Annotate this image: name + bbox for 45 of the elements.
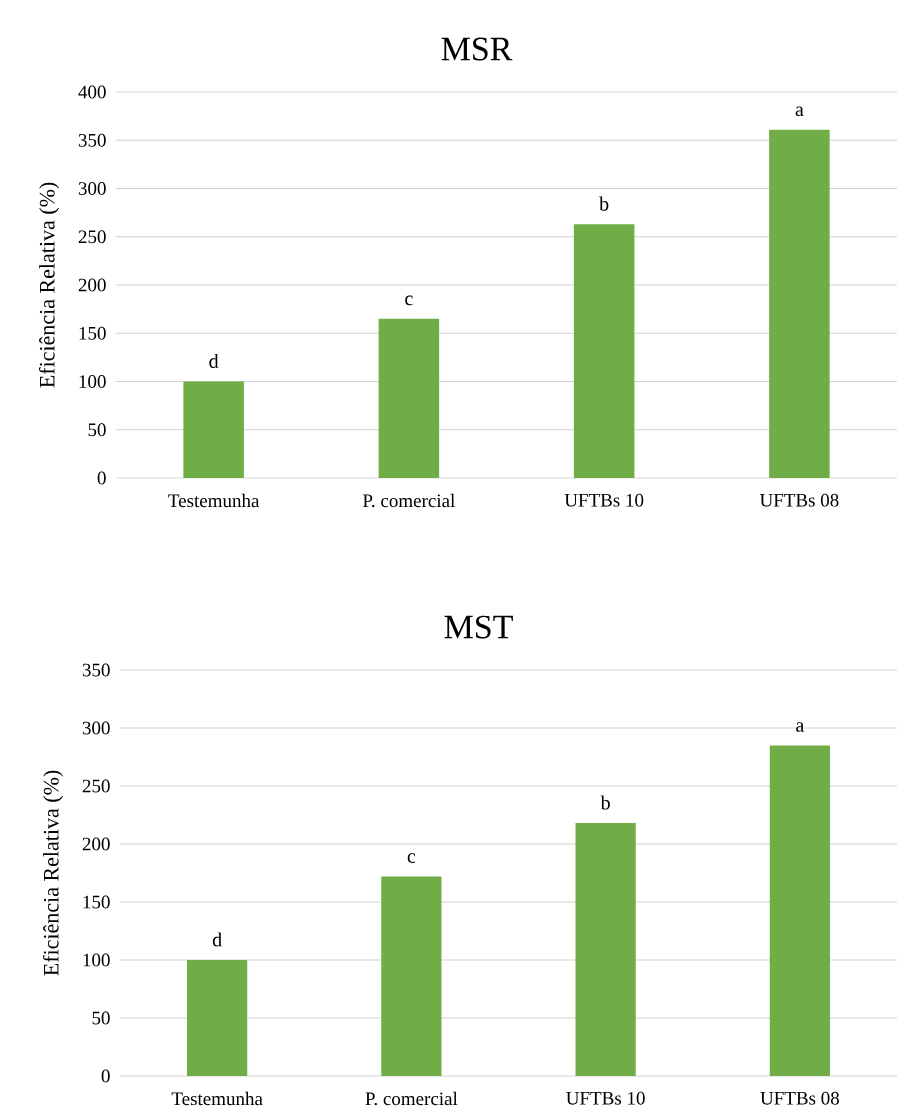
y-tick-label: 300 xyxy=(78,182,106,195)
bar xyxy=(187,960,248,1076)
annotation: b xyxy=(599,196,609,211)
x-tick-label: UFTBs 10 xyxy=(566,1091,645,1105)
chart-title: MSR xyxy=(441,37,513,61)
bar xyxy=(769,129,830,478)
y-axis-title: Eficiência Relativa (%) xyxy=(38,182,60,388)
y-tick-label: 100 xyxy=(79,375,106,388)
y-tick-label: 150 xyxy=(83,895,110,909)
chart-title: MST xyxy=(444,615,513,639)
y-tick-label: 100 xyxy=(83,953,110,967)
y-tick-label: 400 xyxy=(78,85,106,99)
y-tick-label: 150 xyxy=(79,326,106,340)
annotation: a xyxy=(796,722,805,732)
y-tick-label: 200 xyxy=(78,278,106,292)
annotation: c xyxy=(407,853,416,863)
bar xyxy=(381,876,442,1076)
y-tick-label: 300 xyxy=(82,721,110,735)
y-tick-label: 250 xyxy=(82,779,110,793)
y-tick-label: 50 xyxy=(92,1011,110,1025)
y-tick-label: 0 xyxy=(97,471,106,485)
bar xyxy=(769,745,830,1076)
y-tick-label: 250 xyxy=(78,230,106,244)
annotation: d xyxy=(209,353,219,368)
bar xyxy=(183,381,244,478)
annotation: a xyxy=(795,106,804,117)
annotation: c xyxy=(405,295,413,306)
y-tick-label: 50 xyxy=(88,423,106,437)
y-tick-label: 200 xyxy=(82,837,110,851)
x-tick-label: UFTBs 08 xyxy=(760,1091,839,1105)
x-tick-label: Testemunha xyxy=(171,1091,263,1106)
x-tick-label: UFTBs 08 xyxy=(759,493,839,507)
y-tick-label: 0 xyxy=(101,1069,110,1083)
y-tick-label: 350 xyxy=(78,133,106,147)
bar xyxy=(573,224,635,478)
annotation: d xyxy=(212,932,222,947)
bar xyxy=(575,823,636,1076)
x-tick-label: UFTBs 10 xyxy=(564,493,644,507)
x-tick-label: P. comercial xyxy=(363,493,455,508)
x-tick-label: Testemunha xyxy=(168,493,260,508)
x-tick-label: P. comercial xyxy=(365,1091,458,1106)
bar xyxy=(378,318,440,478)
annotation: b xyxy=(600,795,610,810)
y-tick-label: 350 xyxy=(82,663,110,677)
y-axis-title: Eficiência Relativa (%) xyxy=(42,770,64,976)
